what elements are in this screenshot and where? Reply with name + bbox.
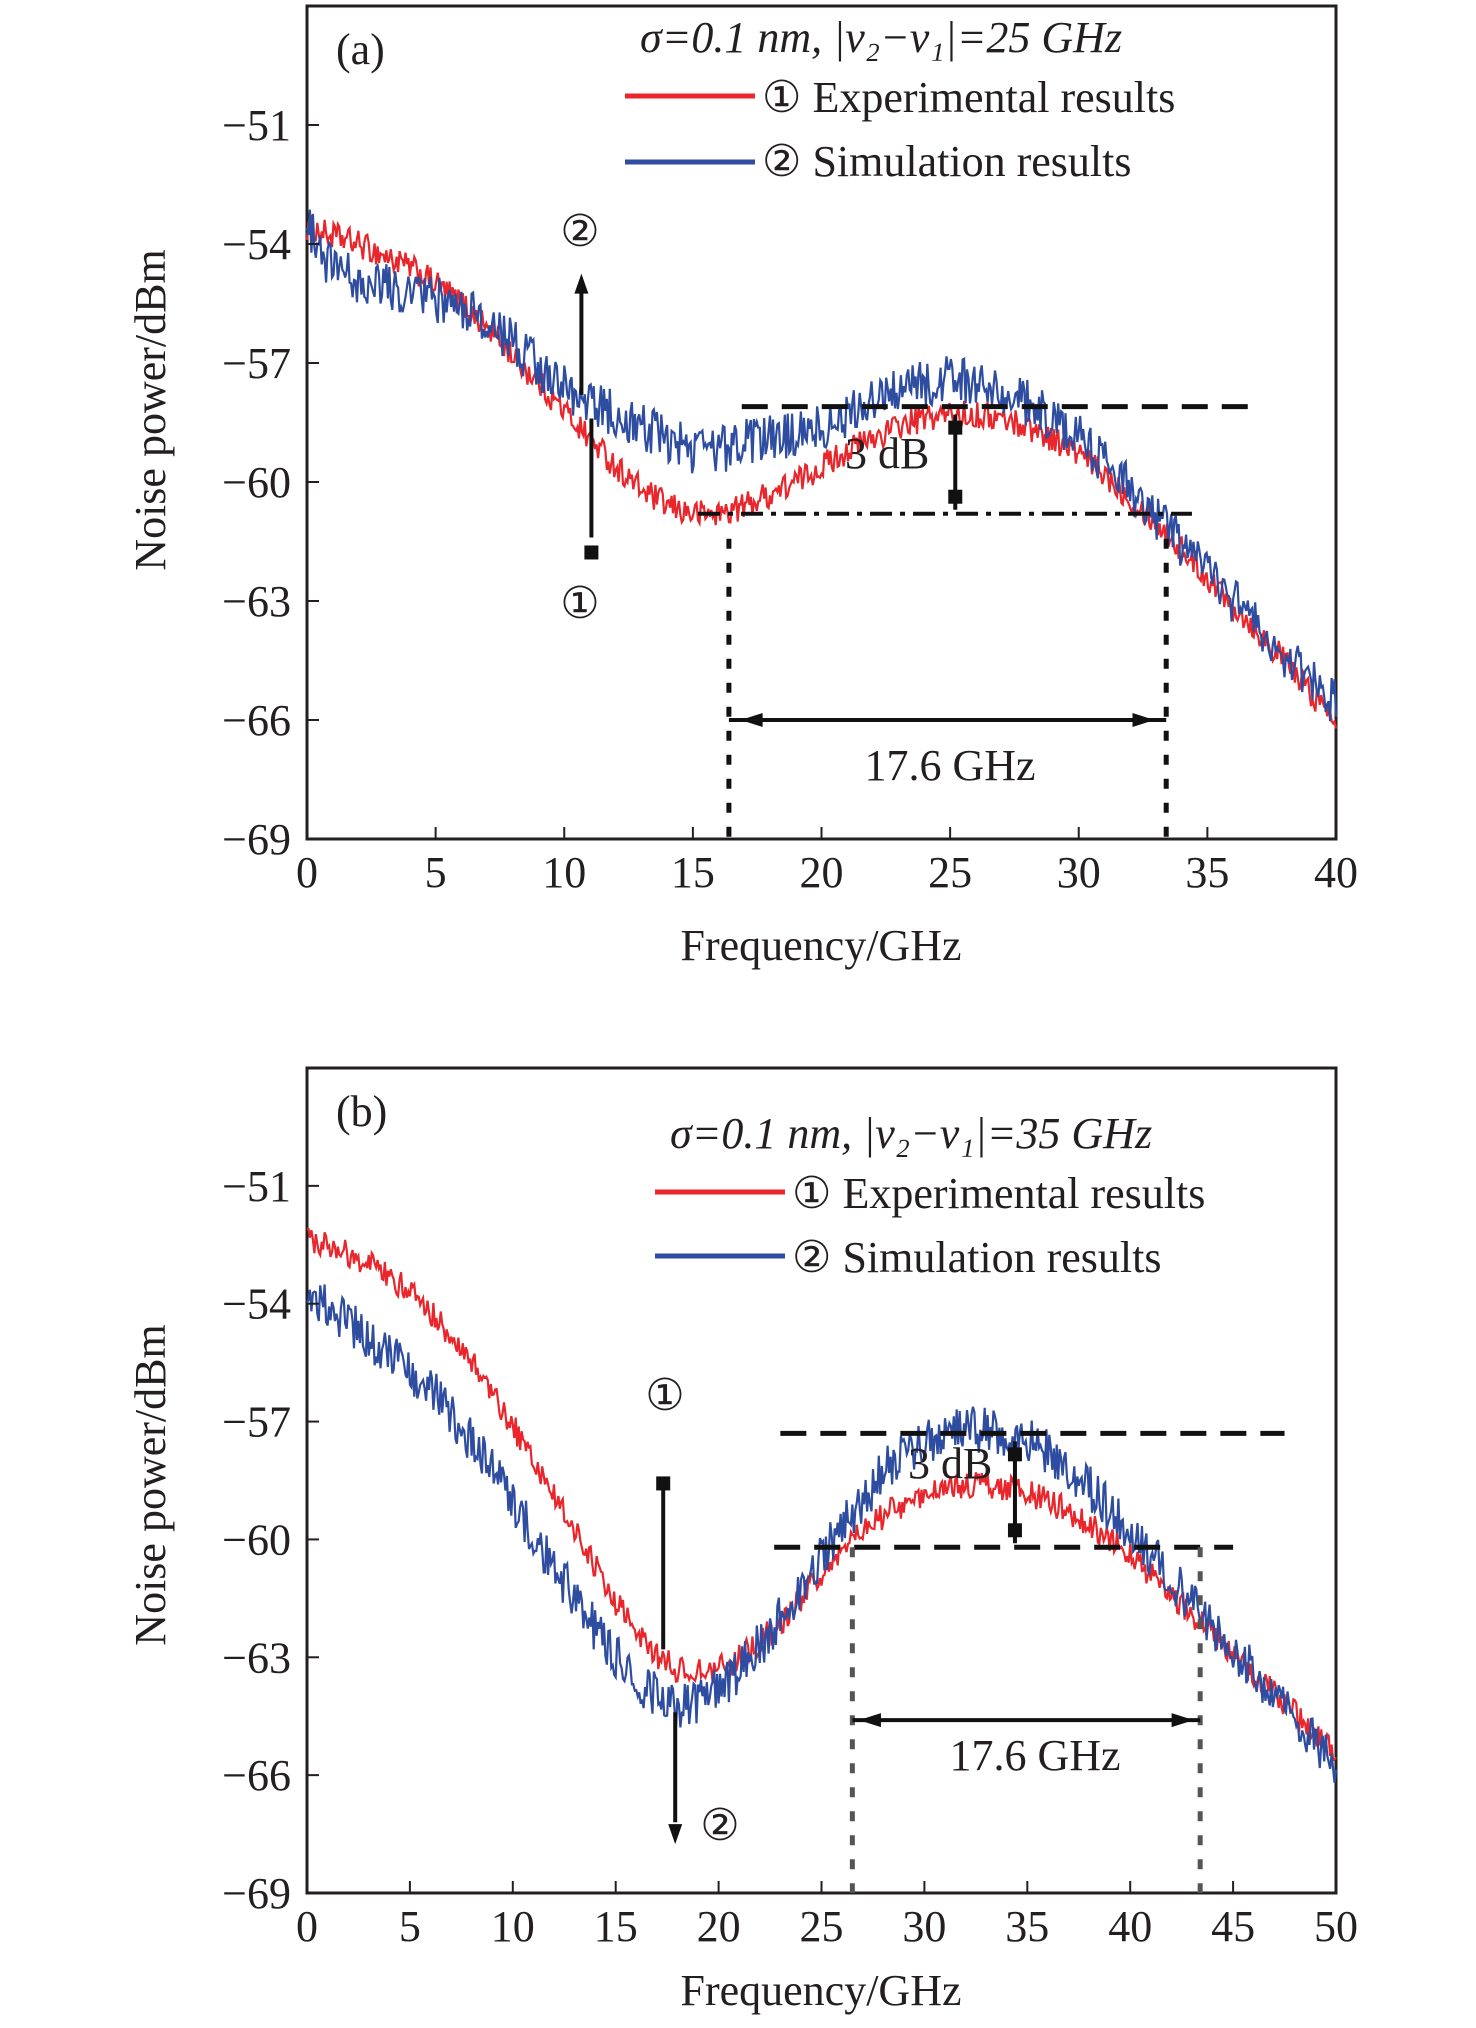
panel-a-xtick-label: 25	[928, 848, 972, 897]
panel-a-db-arrowhead-top	[948, 420, 963, 435]
panel-a-ytick-label: −69	[222, 815, 291, 864]
panel-b-ticks: 0 5 10 15 20 25 30 35 40 45 50 −51 −54 −57 −60 −63 −66 −6…	[222, 1162, 1358, 1951]
panel-b-xtick-label: 5	[399, 1902, 421, 1951]
panel-a-ytick-label: −66	[222, 696, 291, 745]
panel-b-ylabel: Noise power/dBm	[126, 1324, 175, 1645]
panel-a-legend-sim: ② Simulation results	[762, 137, 1131, 186]
panel-a-label: (a)	[336, 25, 385, 74]
panel-a-ytick-label: −57	[222, 339, 291, 388]
panel-b-xtick-label: 20	[697, 1902, 741, 1951]
panel-b-ytick-label: −60	[222, 1515, 291, 1564]
panel-b-xtick-label: 25	[800, 1902, 844, 1951]
panel-b-ytick-label: −57	[222, 1398, 291, 1447]
panel-b-db-arrowhead-top	[1007, 1447, 1022, 1462]
panel-b-legend-sim: ② Simulation results	[792, 1233, 1161, 1282]
panel-b-ytick-label: −54	[222, 1280, 291, 1329]
panel-a-db-arrowhead-bottom	[948, 489, 963, 504]
panel-a-width-label: 17.6 GHz	[864, 741, 1035, 790]
panel-a-legend: ① Experimental results ② Simulation resu…	[625, 73, 1175, 186]
panel-b-ytick-label: −63	[222, 1633, 291, 1682]
panel-b-xtick-label: 50	[1314, 1902, 1358, 1951]
panel-a-sim-arrowhead	[574, 273, 589, 294]
panel-a-ytick-label: −60	[222, 458, 291, 507]
panel-b-width-label: 17.6 GHz	[949, 1731, 1120, 1780]
panel-a-width-arrowhead	[740, 713, 763, 727]
panel-b-width-arrowhead	[1171, 1713, 1194, 1728]
panel-a-series-simulation	[305, 209, 1338, 722]
panel-a-marker-exp: ①	[560, 579, 599, 628]
panel-a-xtick-label: 15	[671, 848, 715, 897]
panel-b-legend: ① Experimental results ② Simulation resu…	[655, 1169, 1205, 1282]
panel-a-ticks: 0 5 10 15 20 25 30 35 40 −51 −54 −57 −60 −63 −66 −69	[222, 101, 1358, 897]
panel-b-xtick-label: 30	[902, 1902, 946, 1951]
panel-b-xtick-label: 10	[491, 1902, 535, 1951]
panel-a-xtick-label: 5	[425, 848, 447, 897]
panel-b-label: (b)	[336, 1087, 387, 1136]
panel-a-xtick-label: 35	[1185, 848, 1229, 897]
panel-a-chart: 0 5 10 15 20 25 30 35 40 −51 −54 −57 −60 −63 −66 −69 (a…	[126, 4, 1358, 970]
panel-b-series-simulation	[306, 1284, 1338, 1783]
panel-b-condition: σ=0.1 nm, |v₂−v₁|=35 GHz	[670, 1109, 1152, 1158]
panel-b-marks	[306, 1227, 1338, 1893]
panel-b-xtick-label: 40	[1108, 1902, 1152, 1951]
panel-a-xtick-label: 30	[1057, 848, 1101, 897]
panel-b-legend-exp: ① Experimental results	[792, 1169, 1205, 1218]
panel-a-ytick-label: −54	[222, 220, 291, 269]
panel-a-frame	[305, 4, 1338, 841]
panel-a-ylabel: Noise power/dBm	[126, 249, 175, 570]
panel-b-xtick-label: 15	[594, 1902, 638, 1951]
panel-b-xlabel: Frequency/GHz	[680, 1966, 961, 2015]
panel-b-marker-exp: ①	[645, 1371, 684, 1420]
panel-a-exp-arrowhead	[584, 545, 599, 560]
panel-b-ytick-label: −66	[222, 1751, 291, 1800]
panel-a-marker-sim: ②	[560, 207, 599, 256]
panel-a-ytick-label: −51	[222, 101, 291, 150]
panel-b-sim-arrowhead	[668, 1824, 683, 1845]
panel-b-xtick-label: 45	[1211, 1902, 1255, 1951]
panel-b-ytick-label: −51	[222, 1162, 291, 1211]
panel-a-xtick-label: 20	[800, 848, 844, 897]
panel-a-series-experimental	[305, 213, 1338, 729]
panel-b-ytick-label: −69	[222, 1869, 291, 1918]
panel-a-xtick-label: 10	[542, 848, 586, 897]
panel-b-marker-sim: ②	[700, 1801, 739, 1850]
panel-a-marks	[305, 209, 1338, 839]
panel-a-db-label: 3 dB	[845, 429, 929, 478]
panel-a-width-arrowhead	[1132, 713, 1155, 727]
panel-b-db-label: 3 dB	[908, 1439, 992, 1488]
panel-a-xtick-label: 40	[1314, 848, 1358, 897]
panel-b-exp-arrowhead	[656, 1476, 671, 1491]
panel-b-series-experimental	[306, 1227, 1337, 1763]
panel-b-xtick-label: 0	[296, 1902, 318, 1951]
panel-b-xtick-label: 35	[1005, 1902, 1049, 1951]
panel-a-condition: σ=0.1 nm, |v₂−v₁|=25 GHz	[640, 13, 1122, 62]
panel-b-width-arrowhead	[858, 1713, 881, 1728]
panel-a-xlabel: Frequency/GHz	[680, 921, 961, 970]
panel-b-db-arrowhead-bottom	[1007, 1523, 1022, 1538]
panel-b-chart: 0 5 10 15 20 25 30 35 40 45 50 −51 −54 −57 −60 −63 −66 −6…	[126, 1066, 1358, 2015]
panel-a-ytick-label: −63	[222, 577, 291, 626]
panel-a-legend-exp: ① Experimental results	[762, 73, 1175, 122]
panel-a-xtick-label: 0	[296, 848, 318, 897]
